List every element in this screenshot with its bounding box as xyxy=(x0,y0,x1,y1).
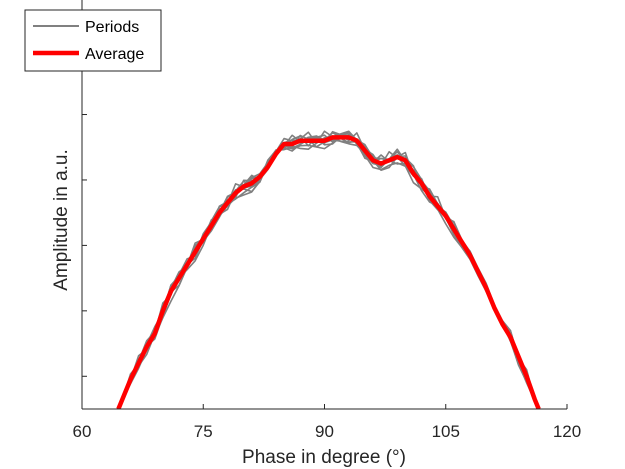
y-axis-label: Amplitude in a.u. xyxy=(51,149,72,291)
x-ticks: 60 75 90 105 120 xyxy=(73,404,581,441)
average-line-group xyxy=(116,135,541,409)
y-ticks xyxy=(82,48,87,377)
legend: Periods Average xyxy=(24,9,162,72)
x-tick-label: 105 xyxy=(432,422,460,441)
average-line xyxy=(116,135,541,409)
x-tick-label: 120 xyxy=(553,422,581,441)
legend-label-average: Average xyxy=(85,46,144,63)
legend-label-periods: Periods xyxy=(85,19,139,36)
x-tick-label: 90 xyxy=(315,422,334,441)
x-axis-label: Phase in degree (°) xyxy=(242,447,406,468)
x-tick-label: 60 xyxy=(73,422,92,441)
legend-box xyxy=(24,9,162,72)
x-tick-label: 75 xyxy=(194,422,213,441)
